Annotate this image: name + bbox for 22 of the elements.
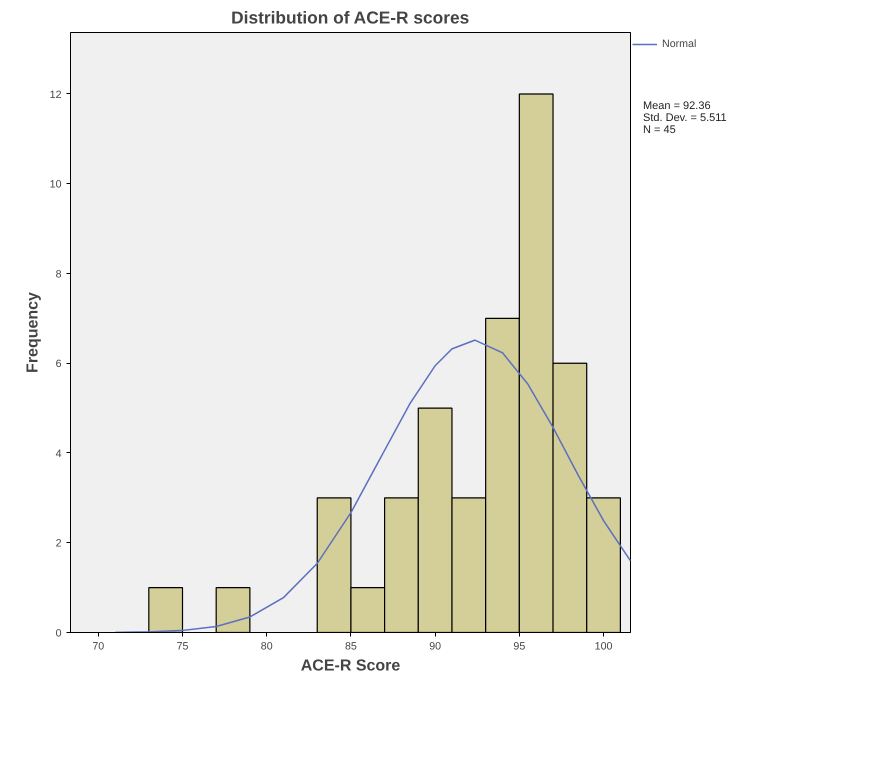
x-tick-label: 95 bbox=[513, 640, 526, 652]
x-tick-label: 70 bbox=[92, 640, 104, 652]
text: N = 45 bbox=[643, 124, 676, 136]
y-tick-label: 4 bbox=[56, 448, 62, 460]
text: Mean = 92.36 bbox=[643, 100, 711, 112]
x-tick-label: 80 bbox=[260, 640, 273, 652]
legend-label: Normal bbox=[662, 38, 698, 50]
y-tick-label: 10 bbox=[50, 178, 62, 191]
x-tick-label: 75 bbox=[176, 640, 188, 652]
y-tick-label: 8 bbox=[56, 268, 62, 280]
chart-title: Distribution of ACE-R scores bbox=[231, 8, 470, 28]
x-tick-label: 85 bbox=[344, 640, 357, 652]
y-tick-label: 12 bbox=[50, 88, 62, 101]
y-axis-title: Frequency bbox=[24, 292, 42, 373]
text: Std. Dev. = 5.511 bbox=[643, 112, 727, 124]
y-tick-label: 0 bbox=[56, 628, 62, 640]
y-tick-label: 6 bbox=[56, 358, 62, 370]
x-tick-label: 90 bbox=[429, 640, 442, 652]
y-tick-label: 2 bbox=[56, 538, 62, 550]
x-axis-title: ACE-R Score bbox=[300, 658, 400, 674]
line-series bbox=[114, 339, 630, 632]
x-tick-label: 100 bbox=[594, 640, 613, 652]
